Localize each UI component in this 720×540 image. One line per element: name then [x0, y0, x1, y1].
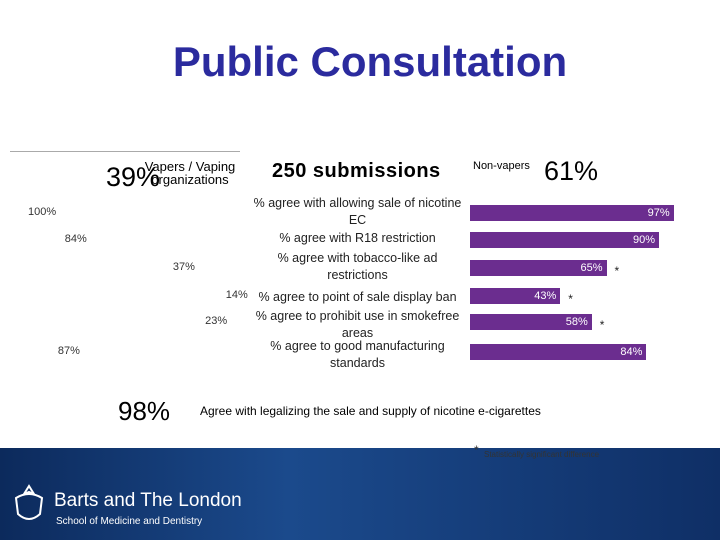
center-header: 250 submissions — [272, 160, 441, 182]
value-label-right: 65% — [580, 262, 603, 274]
bar-left — [10, 205, 240, 221]
value-label-left: 87% — [57, 345, 80, 357]
bar-right — [470, 260, 607, 276]
right-header: Non-vapers — [473, 160, 530, 172]
summary-percent: 98% — [118, 396, 171, 426]
footnote-symbol: * — [474, 443, 479, 457]
value-label-left: 23% — [205, 315, 228, 327]
value-label-right: 58% — [565, 316, 588, 328]
value-label-right: 97% — [647, 207, 670, 219]
value-label-right: 43% — [534, 290, 557, 302]
bar-right — [470, 232, 659, 248]
value-label-right: 84% — [620, 346, 643, 358]
bar-right — [470, 314, 592, 330]
institution: Barts and The London — [54, 490, 242, 511]
footer-banner — [0, 448, 720, 540]
right-percent: 61% — [544, 156, 599, 186]
left-header: Vapers / Vaping organizations — [144, 159, 236, 187]
category-label: % agree to point of sale display ban — [258, 290, 457, 304]
category-label: % agree to good manufacturing standards — [270, 339, 445, 370]
logo-mark — [14, 484, 44, 520]
category-label: % agree to prohibit use in smokefree are… — [255, 309, 460, 340]
value-label-left: 100% — [28, 206, 57, 218]
rule — [10, 151, 240, 152]
bar-left — [46, 232, 240, 248]
footnote-text: Statistically significant difference — [484, 450, 600, 459]
category-label: % agree with allowing sale of nicotine E… — [253, 196, 462, 227]
title: Public Consultation — [172, 38, 568, 85]
bar-right — [470, 205, 674, 221]
category-label: % agree with R18 restriction — [279, 231, 436, 245]
category-label: % agree with tobacco-like ad restriction… — [277, 251, 438, 282]
school: School of Medicine and Dentistry — [56, 516, 203, 527]
left-percent: 39% — [106, 162, 161, 192]
value-label-left: 14% — [225, 289, 248, 301]
significance-mark: * — [599, 318, 605, 332]
bar-left — [39, 344, 240, 360]
bar-left — [154, 260, 240, 276]
significance-mark: * — [614, 264, 620, 278]
bar-right — [470, 288, 561, 304]
value-label-left: 37% — [172, 261, 195, 273]
summary-text: Agree with legalizing the sale and suppl… — [200, 404, 541, 418]
bar-right — [470, 344, 647, 360]
significance-mark: * — [568, 292, 573, 306]
value-label-right: 90% — [632, 234, 655, 246]
value-label-left: 84% — [64, 233, 87, 245]
